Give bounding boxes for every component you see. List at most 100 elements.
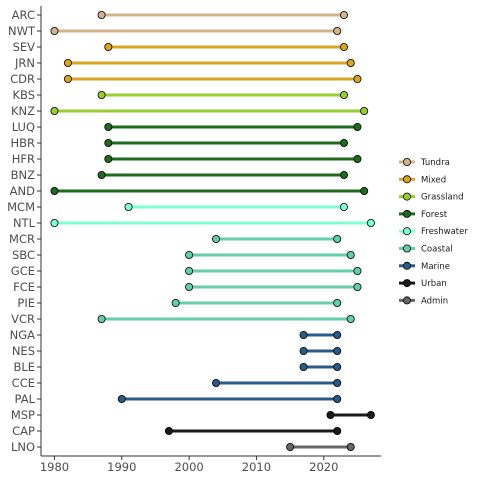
y-tick-label: MCR [9, 232, 35, 246]
y-tick-label: NWT [8, 24, 36, 38]
legend-swatch-point [402, 175, 411, 184]
legend-label: Marine [421, 262, 450, 272]
end-point [366, 218, 375, 227]
legend-swatch-point [402, 209, 411, 218]
legend-swatch-point [402, 296, 411, 305]
start-point [286, 442, 295, 451]
site-ntl [50, 218, 375, 227]
y-tick-label: AND [10, 184, 35, 198]
legend-entry-tundra: Tundra [399, 157, 450, 168]
start-point [63, 59, 72, 68]
legend-swatch-point [402, 244, 411, 253]
y-tick-label: MSP [11, 408, 35, 422]
end-point [333, 298, 342, 307]
y-tick-label: BLE [13, 360, 35, 374]
end-point [333, 378, 342, 387]
x-tick-label: 2020 [309, 460, 338, 474]
site-gce [185, 266, 362, 275]
site-hfr [104, 154, 362, 163]
site-cap [164, 426, 342, 435]
legend-label: Coastal [421, 245, 453, 255]
start-point [50, 218, 59, 227]
start-point [97, 10, 106, 19]
legend-entry-marine: Marine [399, 261, 450, 272]
legend-entry-coastal: Coastal [399, 244, 453, 255]
plot-area [50, 10, 375, 451]
x-tick-label: 1990 [107, 460, 136, 474]
start-point [185, 266, 194, 275]
end-point [333, 26, 342, 35]
y-tick-label: ARC [12, 8, 35, 22]
legend-entry-admin: Admin [399, 296, 448, 306]
legend-entry-mixed: Mixed [399, 175, 446, 185]
end-point [339, 138, 348, 147]
y-tick-label: BNZ [11, 168, 35, 182]
y-tick-label: LUQ [12, 120, 35, 134]
start-point [104, 138, 113, 147]
site-cce [212, 378, 342, 387]
start-point [104, 154, 113, 163]
end-point [353, 75, 362, 84]
end-point [346, 59, 355, 68]
start-point [97, 91, 106, 100]
end-point [353, 266, 362, 275]
y-tick-label: SEV [13, 40, 36, 54]
end-point [333, 394, 342, 403]
legend-entry-forest: Forest [399, 209, 448, 220]
site-luq [104, 123, 362, 132]
site-nes [299, 346, 342, 355]
x-axis: 1980 1990 2000 2010 2020 [40, 455, 381, 474]
site-hbr [104, 138, 348, 147]
start-point [124, 202, 133, 211]
start-point [164, 426, 173, 435]
y-tick-label: GCE [11, 264, 35, 278]
site-ble [299, 362, 342, 371]
start-point [50, 26, 59, 35]
site-lno [286, 442, 355, 451]
end-point [339, 43, 348, 52]
start-point [104, 123, 113, 132]
x-tick-label: 1980 [40, 460, 69, 474]
site-kbs [97, 91, 348, 100]
start-point [212, 234, 221, 243]
y-tick-label: LNO [11, 440, 35, 454]
site-and [50, 186, 369, 195]
y-tick-label: NES [12, 344, 35, 358]
legend-entry-freshwater: Freshwater [399, 227, 468, 237]
end-point [353, 282, 362, 291]
legend-label: Forest [421, 210, 448, 220]
y-tick-label: NTL [13, 216, 36, 230]
end-point [333, 362, 342, 371]
end-point [339, 10, 348, 19]
end-point [346, 314, 355, 323]
end-point [339, 202, 348, 211]
site-pal [117, 394, 342, 403]
end-point [353, 154, 362, 163]
y-tick-label: SBC [12, 248, 35, 262]
y-tick-label: NGA [10, 328, 36, 342]
site-nwt [50, 26, 342, 35]
legend-label: Tundra [420, 158, 450, 168]
x-tick-label: 2000 [174, 460, 203, 474]
site-sbc [185, 250, 355, 259]
y-tick-label: CAP [12, 424, 35, 438]
y-tick-label: HFR [12, 152, 35, 166]
start-point [97, 170, 106, 179]
y-tick-label: JRN [14, 56, 35, 70]
legend-label: Freshwater [421, 227, 468, 237]
start-point [299, 330, 308, 339]
legend: Tundra Mixed Grassland Forest Freshwater Coas… [399, 157, 468, 306]
legend-label: Admin [421, 296, 448, 306]
end-point [333, 234, 342, 243]
legend-swatch-point [402, 227, 411, 236]
y-axis: ARC NWT SEV JRN CDR KBS KNZ LUQ HBR HFR BNZ AND MCM N… [7, 6, 42, 456]
start-point [185, 282, 194, 291]
start-point [104, 43, 113, 52]
y-tick-label: MCM [7, 200, 35, 214]
x-tick-label: 2010 [242, 460, 271, 474]
site-sev [104, 43, 348, 52]
end-point [339, 170, 348, 179]
site-fce [185, 282, 362, 291]
site-mcm [124, 202, 348, 211]
